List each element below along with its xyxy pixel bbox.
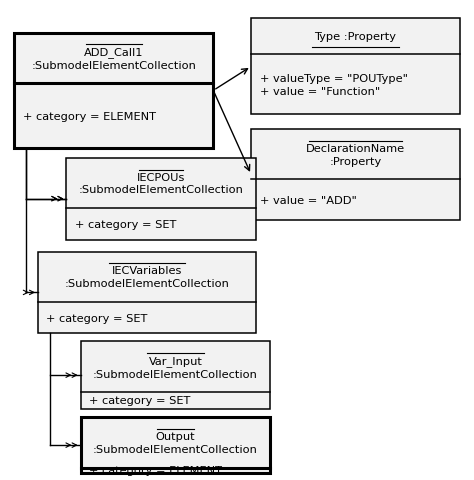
Text: IECPOUs
:SubmodelElementCollection: IECPOUs :SubmodelElementCollection xyxy=(79,172,244,195)
Bar xyxy=(81,342,270,409)
Text: + category = SET: + category = SET xyxy=(75,219,176,229)
Text: Type :Property: Type :Property xyxy=(315,32,396,42)
Text: Var_Input
:SubmodelElementCollection: Var_Input :SubmodelElementCollection xyxy=(93,355,258,379)
Text: + valueType = "POUType"
+ value = "Function": + valueType = "POUType" + value = "Funct… xyxy=(260,74,408,96)
Text: IECVariables
:SubmodelElementCollection: IECVariables :SubmodelElementCollection xyxy=(64,266,229,288)
Bar xyxy=(251,19,460,115)
Bar xyxy=(38,252,256,334)
Text: + value = "ADD": + value = "ADD" xyxy=(260,195,356,205)
Text: DeclarationName
:Property: DeclarationName :Property xyxy=(306,144,405,166)
Text: Output
:SubmodelElementCollection: Output :SubmodelElementCollection xyxy=(93,432,258,454)
Text: + category = ELEMENT: + category = ELEMENT xyxy=(23,111,156,121)
Bar xyxy=(66,158,256,240)
Bar xyxy=(14,34,213,149)
Bar xyxy=(81,418,270,473)
Text: + category = SET: + category = SET xyxy=(46,313,148,323)
Text: + category = ELEMENT: + category = ELEMENT xyxy=(89,466,222,475)
Bar xyxy=(251,130,460,221)
Text: ADD_Call1
:SubmodelElementCollection: ADD_Call1 :SubmodelElementCollection xyxy=(31,47,196,71)
Text: + category = SET: + category = SET xyxy=(89,396,191,406)
